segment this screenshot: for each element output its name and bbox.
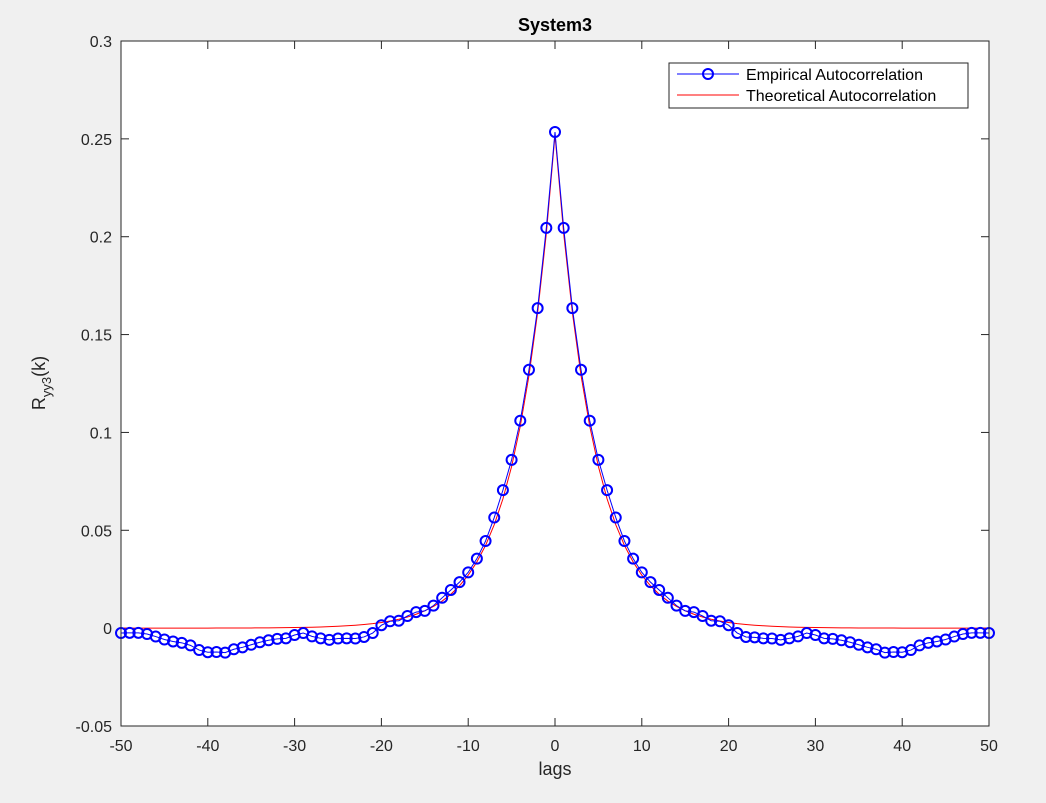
legend-empirical-marker <box>702 68 714 80</box>
empirical-point <box>479 535 492 548</box>
y-axis-label-main: R <box>29 397 49 410</box>
empirical-point <box>818 632 831 645</box>
empirical-point <box>739 630 752 643</box>
empirical-point <box>531 302 544 315</box>
empirical-point <box>332 632 344 645</box>
empirical-point <box>436 591 449 604</box>
empirical-point <box>505 453 518 466</box>
axis-ticks: -50 -40 -30 -20 -10 0 10 20 30 40 50 -0.05 0 0.05 0.1 0… <box>76 34 998 755</box>
empirical-point <box>618 535 631 548</box>
x-tick-label: 20 <box>720 738 738 755</box>
empirical-point <box>262 634 275 647</box>
empirical-point <box>314 632 327 645</box>
legend-empirical-label: Empirical Autocorrelation <box>746 67 923 84</box>
x-tick-label: -40 <box>196 738 219 755</box>
legend-box <box>668 62 969 109</box>
empirical-point <box>722 619 735 632</box>
y-axis-label-subscript: yy3 <box>39 377 54 397</box>
y-axis-label: Ryy3(k) <box>29 356 54 410</box>
x-tick-label: 0 <box>551 738 560 755</box>
x-tick-label: -20 <box>370 738 393 755</box>
empirical-point <box>557 221 570 234</box>
empirical-point <box>340 632 353 645</box>
empirical-point <box>575 363 588 376</box>
plot-area <box>121 41 989 726</box>
empirical-point <box>488 511 501 524</box>
empirical-point <box>878 646 891 659</box>
y-tick-label: 0.05 <box>81 523 112 540</box>
empirical-point <box>453 576 466 589</box>
empirical-point <box>757 632 770 645</box>
empirical-point <box>635 566 648 579</box>
empirical-point <box>410 606 423 619</box>
empirical-point <box>566 302 579 315</box>
empirical-point <box>774 633 787 646</box>
empirical-point <box>349 632 362 645</box>
empirical-point <box>522 363 535 376</box>
empirical-point <box>653 583 666 596</box>
empirical-point <box>496 484 509 497</box>
x-tick-label: -30 <box>283 738 306 755</box>
empirical-point <box>661 591 674 604</box>
x-axis-label: lags <box>538 759 571 779</box>
empirical-point <box>583 414 596 427</box>
y-tick-label: 0.1 <box>90 425 112 442</box>
empirical-point <box>366 627 379 640</box>
empirical-point <box>210 646 223 659</box>
empirical-point <box>748 631 761 644</box>
empirical-point <box>601 484 614 497</box>
legend-theoretical-label: Theoretical Autocorrelation <box>746 88 936 105</box>
y-tick-label: -0.05 <box>76 719 113 736</box>
empirical-point <box>444 583 457 596</box>
empirical-point <box>670 599 683 612</box>
empirical-point <box>956 628 969 641</box>
empirical-point <box>627 552 640 565</box>
empirical-point <box>887 646 900 659</box>
empirical-point <box>826 632 839 645</box>
chart-title: System3 <box>518 15 592 35</box>
empirical-point <box>323 633 336 646</box>
empirical-point <box>974 626 987 639</box>
y-tick-label: 0.3 <box>90 34 112 51</box>
empirical-series <box>115 126 995 659</box>
legend: Empirical Autocorrelation Theoretical Au… <box>668 62 969 109</box>
empirical-point <box>679 604 692 617</box>
plot-frame <box>120 40 990 727</box>
x-tick-label: 10 <box>633 738 651 755</box>
empirical-point <box>271 632 284 645</box>
empirical-point <box>592 453 605 466</box>
empirical-point <box>965 626 978 639</box>
empirical-point <box>705 614 718 627</box>
x-tick-label: 50 <box>980 738 998 755</box>
x-tick-label: 30 <box>807 738 825 755</box>
x-tick-label: -10 <box>457 738 480 755</box>
y-tick-label: 0.15 <box>81 328 112 345</box>
empirical-point <box>470 552 483 565</box>
empirical-point <box>766 632 778 645</box>
y-axis-label-suffix: (k) <box>29 356 49 377</box>
x-tick-label: -50 <box>109 738 132 755</box>
empirical-point <box>540 221 553 234</box>
empirical-point <box>922 636 935 649</box>
empirical-point <box>549 126 561 139</box>
empirical-point <box>384 615 397 628</box>
empirical-point <box>167 635 180 648</box>
x-tick-label: 40 <box>893 738 911 755</box>
empirical-point <box>609 511 622 524</box>
empirical-point <box>514 414 527 427</box>
empirical-point <box>418 604 431 617</box>
empirical-point <box>644 576 657 589</box>
empirical-point <box>427 599 440 612</box>
empirical-point <box>132 626 145 639</box>
y-tick-label: 0.2 <box>90 230 112 247</box>
empirical-point <box>462 566 475 579</box>
empirical-point <box>123 626 136 639</box>
empirical-point <box>201 646 214 659</box>
y-tick-label: 0.25 <box>81 132 112 149</box>
y-tick-label: 0 <box>103 621 112 638</box>
